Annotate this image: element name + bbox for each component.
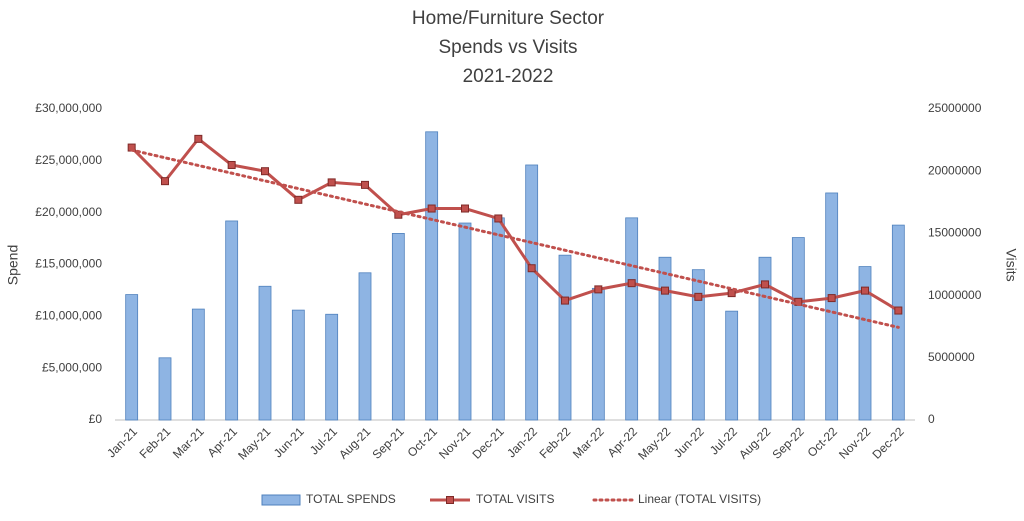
x-tick-label: Oct-22 — [805, 424, 841, 460]
bar — [458, 222, 472, 421]
y-tick-label: £0 — [89, 412, 103, 426]
marker — [227, 160, 236, 169]
y2-tick-label: 0 — [928, 412, 935, 426]
marker — [894, 306, 903, 315]
marker — [661, 286, 669, 295]
x-tick-label: Apr-21 — [205, 424, 241, 460]
x-tick-label: Sep-22 — [769, 424, 806, 461]
marker — [827, 294, 836, 303]
marker — [561, 296, 569, 305]
marker — [361, 180, 369, 189]
bar — [225, 220, 239, 421]
chart-title: 2021-2022 — [463, 66, 554, 87]
x-tick-label: Nov-21 — [436, 424, 473, 461]
legend-label: Linear (TOTAL VISITS) — [638, 492, 761, 506]
y-axis-label: Spend — [5, 245, 21, 285]
y2-tick-label: 5000000 — [928, 350, 975, 364]
bar — [391, 232, 405, 421]
y-tick-label: £25,000,000 — [35, 153, 102, 167]
y2-tick-label: 20000000 — [928, 163, 982, 177]
x-tick-label: Nov-22 — [836, 424, 873, 461]
legend-swatch — [446, 496, 454, 504]
x-tick-label: Jul-21 — [307, 424, 340, 457]
x-tick-label: Jan-22 — [504, 424, 540, 460]
bar — [358, 272, 372, 421]
marker — [594, 285, 603, 294]
bar — [691, 269, 705, 421]
x-tick-label: Aug-21 — [336, 424, 373, 461]
x-tick-label: May-22 — [635, 424, 673, 462]
bar — [525, 164, 539, 421]
bar — [158, 357, 172, 421]
bar — [858, 266, 872, 421]
x-tick-label: Feb-22 — [537, 424, 574, 461]
bar — [891, 224, 905, 421]
bar — [191, 308, 205, 421]
trendline — [130, 148, 900, 329]
marker — [694, 292, 703, 301]
x-tick-label: Jul-22 — [707, 424, 740, 457]
y-tick-label: £10,000,000 — [35, 309, 102, 323]
x-tick-label: Jan-21 — [104, 424, 140, 460]
x-tick-label: Dec-22 — [869, 424, 906, 461]
bar — [625, 217, 639, 421]
bar — [258, 285, 272, 421]
x-tick-label: May-21 — [235, 424, 273, 462]
bar — [491, 217, 505, 421]
marker — [627, 279, 636, 288]
x-tick-label: Oct-21 — [405, 424, 441, 460]
bar — [291, 309, 305, 421]
x-tick-label: Jun-21 — [271, 424, 307, 460]
marker — [161, 177, 169, 186]
y-tick-label: £30,000,000 — [35, 101, 102, 115]
marker — [861, 286, 869, 295]
x-tick-label: Mar-21 — [170, 424, 207, 461]
y-tick-label: £20,000,000 — [35, 205, 102, 219]
bar — [825, 192, 839, 421]
marker — [294, 195, 303, 204]
y2-tick-label: 25000000 — [928, 101, 982, 115]
legend-label: TOTAL VISITS — [476, 492, 554, 506]
legend-label: TOTAL SPENDS — [306, 492, 396, 506]
y-tick-label: £15,000,000 — [35, 257, 102, 271]
marker — [727, 289, 736, 298]
marker — [461, 204, 469, 213]
x-tick-label: Jun-22 — [671, 424, 707, 460]
y-tick-label: £5,000,000 — [42, 360, 102, 374]
y2-tick-label: 10000000 — [928, 288, 982, 302]
marker — [394, 210, 403, 219]
marker — [327, 178, 336, 187]
y2-tick-label: 15000000 — [928, 226, 982, 240]
bar — [791, 237, 805, 421]
chart-title: Spends vs Visits — [438, 37, 577, 58]
x-tick-label: Sep-21 — [369, 424, 406, 461]
bar — [425, 131, 439, 421]
marker — [261, 167, 269, 176]
marker — [527, 264, 536, 273]
bar — [325, 313, 339, 421]
chart-title: Home/Furniture Sector — [412, 8, 605, 29]
x-tick-label: Mar-22 — [570, 424, 607, 461]
bar — [125, 294, 139, 421]
x-tick-label: Feb-21 — [137, 424, 174, 461]
x-tick-label: Aug-22 — [736, 424, 773, 461]
legend-swatch — [261, 494, 301, 506]
y2-axis-label: Visits — [1003, 248, 1019, 281]
marker — [761, 280, 769, 289]
x-tick-label: Dec-21 — [469, 424, 506, 461]
marker — [494, 214, 503, 223]
marker — [427, 204, 436, 213]
bar — [558, 254, 572, 421]
bar — [725, 310, 739, 421]
x-tick-label: Apr-22 — [605, 424, 641, 460]
marker — [194, 134, 203, 143]
bar — [658, 256, 672, 421]
line — [130, 136, 900, 312]
bar — [591, 287, 605, 421]
